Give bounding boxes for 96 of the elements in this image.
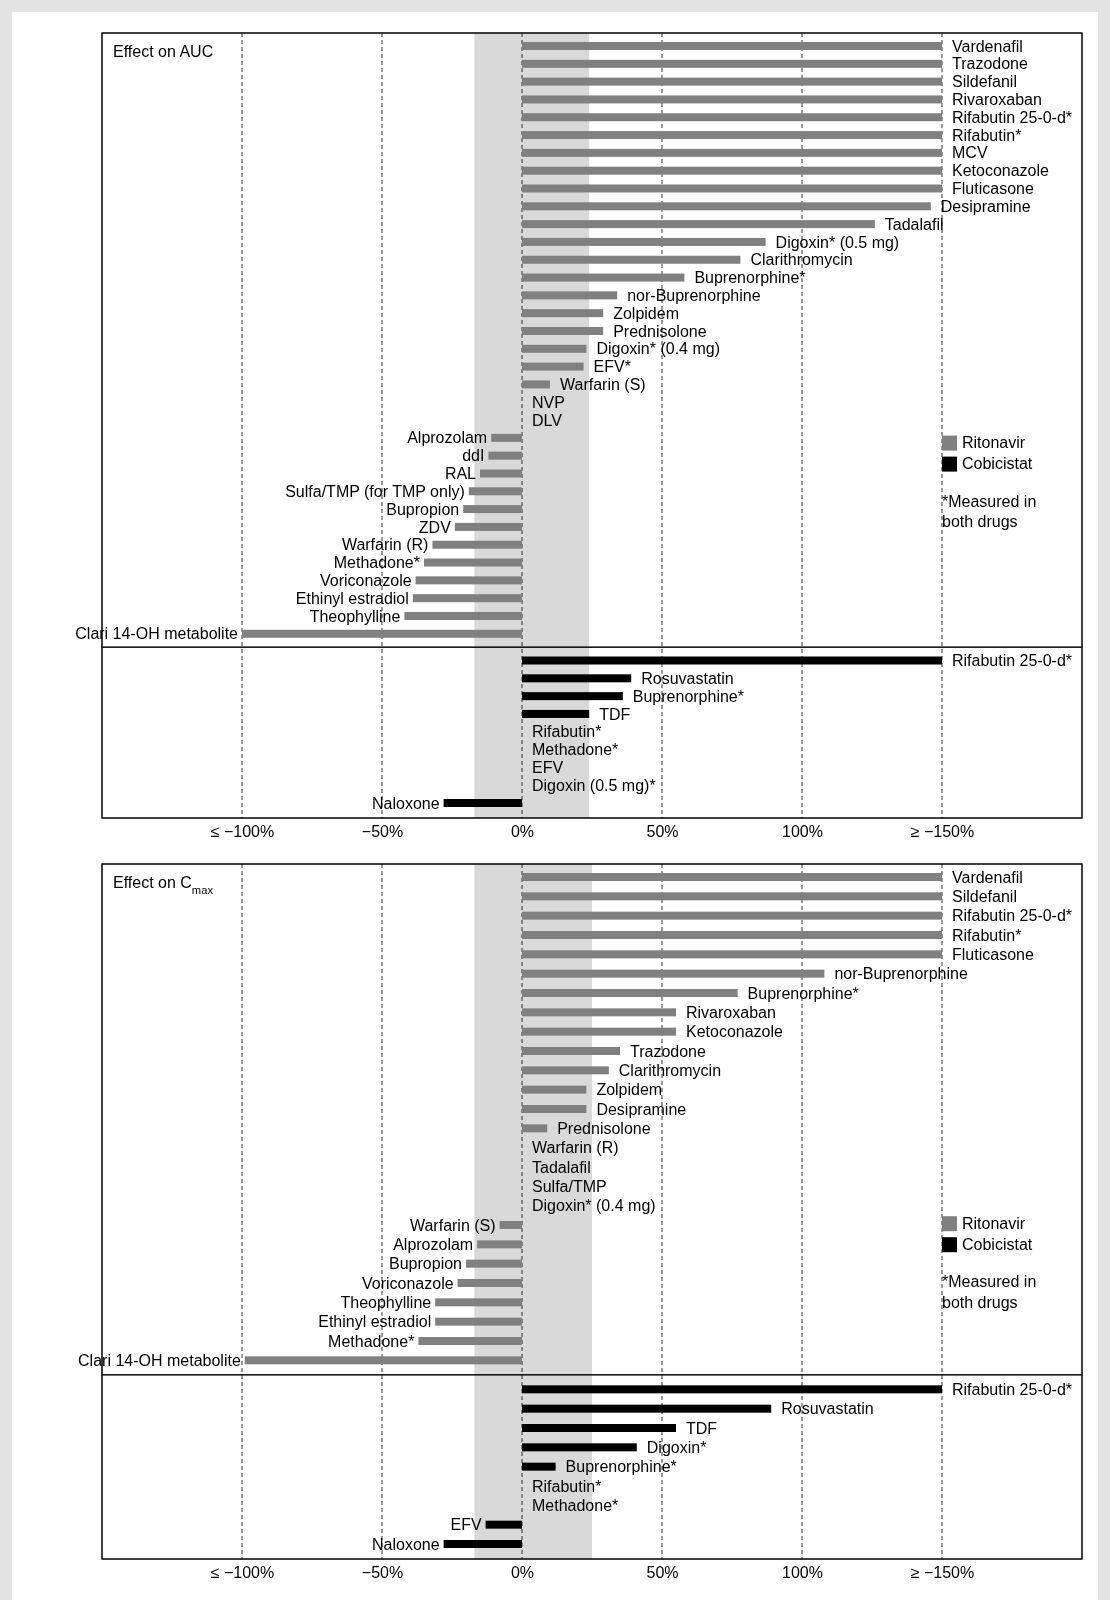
- y-tick-label: Trazodone: [630, 1042, 706, 1060]
- x-tick-label: 100%: [782, 823, 823, 841]
- y-tick-label: Voriconazole: [319, 571, 412, 589]
- y-tick-label: Rifabutin 25-0-d*: [952, 907, 1073, 925]
- y-tick-label: Bupropion: [389, 1255, 462, 1273]
- y-tick-label: Alprozolam: [407, 429, 488, 447]
- y-tick-label: Sulfa/TMP (for TMP only): [285, 482, 465, 500]
- y-tick-label: Fluticasone: [952, 180, 1034, 198]
- x-tick-label: 0%: [510, 823, 535, 841]
- y-tick-label: Rifabutin*: [952, 126, 1022, 144]
- y-tick-label: Rifabutin*: [952, 926, 1022, 944]
- y-tick-label: RAL: [444, 465, 477, 483]
- y-tick-label: Desipramine: [596, 1100, 687, 1118]
- y-tick-label: NVP: [532, 393, 565, 411]
- legend-label: Cobicistat: [962, 1235, 1033, 1253]
- y-tick-label: Alprozolam: [393, 1235, 474, 1253]
- x-tick-label: 50%: [646, 823, 679, 841]
- legend-label: Cobicistat: [962, 455, 1033, 473]
- legend-label: Ritonavir: [962, 434, 1026, 452]
- y-tick-label: Methadone*: [532, 1496, 619, 1514]
- y-tick-label: Clarithromycin: [618, 1061, 722, 1079]
- y-tick-label: Digoxin (0.5 mg)*: [532, 776, 656, 794]
- x-tick-label: 0%: [510, 1564, 535, 1582]
- y-tick-label: Prednisolone: [557, 1119, 651, 1137]
- x-tick-label: −50%: [361, 823, 404, 841]
- y-tick-label: Vardenafil: [952, 37, 1023, 55]
- y-tick-label: Clarithromycin: [750, 251, 853, 269]
- y-tick-label: Tadalafil: [884, 215, 944, 233]
- y-tick-label: Fluticasone: [952, 945, 1034, 963]
- y-tick-label: nor-Buprenorphine: [627, 286, 761, 304]
- y-tick-label: Theophylline: [309, 607, 401, 625]
- y-tick-label: TDF: [599, 705, 631, 723]
- y-tick-label: Warfarin (R): [532, 1139, 619, 1157]
- y-tick-label: MCV: [952, 144, 988, 162]
- x-tick-label: ≤ −100%: [210, 823, 275, 841]
- y-tick-label: Bupropion: [386, 500, 460, 518]
- text: Effect on AUC: [113, 43, 214, 60]
- y-tick-label: Theophylline: [340, 1293, 432, 1311]
- y-tick-label: Rosuvastatin: [781, 1400, 874, 1418]
- y-tick-label: Buprenorphine*: [632, 687, 744, 705]
- y-tick-label: Methadone*: [532, 741, 619, 759]
- y-tick-label: DLV: [532, 411, 563, 429]
- y-tick-label: Rosuvastatin: [641, 669, 734, 687]
- y-tick-label: Rifabutin 25-0-d*: [952, 1380, 1073, 1398]
- x-tick-label: 100%: [782, 1564, 823, 1582]
- y-tick-label: Digoxin* (0.4 mg): [532, 1197, 656, 1215]
- annotation: *Measured in both drugs: [942, 492, 1037, 531]
- y-tick-label: Zolpidem: [613, 304, 680, 322]
- y-tick-label: Ethinyl estradiol: [295, 589, 409, 607]
- y-tick-label: Trazodone: [952, 55, 1028, 73]
- y-tick-label: Buprenorphine*: [565, 1458, 677, 1476]
- x-tick-label: −50%: [361, 1564, 404, 1582]
- y-tick-label: Digoxin* (0.5 mg): [775, 233, 900, 251]
- y-tick-label: EFV: [532, 758, 564, 776]
- y-tick-label: Rivaroxaban: [952, 91, 1042, 109]
- y-tick-label: Buprenorphine*: [747, 984, 859, 1002]
- text: Effect on C$_{max}$: [113, 874, 214, 896]
- y-tick-label: Vardenafil: [952, 868, 1023, 886]
- y-tick-label: EFV: [450, 1516, 482, 1534]
- y-tick-label: Ethinyl estradiol: [318, 1313, 432, 1331]
- y-tick-label: Sildefanil: [952, 887, 1017, 905]
- y-tick-label: Rifabutin*: [532, 723, 602, 741]
- y-tick-label: nor-Buprenorphine: [834, 965, 968, 983]
- y-tick-label: Sulfa/TMP: [532, 1177, 607, 1195]
- y-tick-label: EFV*: [593, 358, 631, 376]
- y-tick-label: Zolpidem: [596, 1081, 663, 1099]
- y-tick-label: Ketoconazole: [686, 1023, 784, 1041]
- y-tick-label: Rifabutin 25-0-d*: [952, 652, 1073, 670]
- y-tick-label: Sildefanil: [952, 73, 1017, 91]
- y-tick-label: Warfarin (S): [560, 376, 646, 394]
- y-tick-label: ddI: [462, 447, 485, 465]
- y-tick-label: Desipramine: [940, 197, 1031, 215]
- x-tick-label: ≥ −150%: [910, 823, 975, 841]
- x-tick-label: ≥ −150%: [910, 1564, 975, 1582]
- y-tick-label: Warfarin (S): [409, 1216, 496, 1234]
- y-tick-label: Rivaroxaban: [686, 1003, 776, 1021]
- y-tick-label: Ketoconazole: [952, 162, 1050, 180]
- y-tick-label: ZDV: [418, 518, 452, 536]
- legend-label: Ritonavir: [962, 1214, 1026, 1232]
- annotation: *Measured in both drugs: [942, 1273, 1037, 1311]
- y-tick-label: Naloxone: [371, 794, 440, 812]
- y-tick-label: Naloxone: [371, 1535, 440, 1553]
- y-tick-label: Prednisolone: [613, 322, 707, 340]
- x-tick-label: 50%: [646, 1564, 679, 1582]
- x-tick-label: ≤ −100%: [210, 1564, 275, 1582]
- y-tick-label: Rifabutin 25-0-d*: [952, 108, 1073, 126]
- y-tick-label: Methadone*: [328, 1332, 415, 1350]
- y-tick-label: TDF: [686, 1419, 718, 1437]
- y-tick-label: Tadalafil: [532, 1158, 591, 1176]
- y-tick-label: Warfarin (R): [341, 536, 429, 554]
- y-tick-label: Methadone*: [333, 554, 420, 572]
- y-tick-label: Rifabutin*: [532, 1477, 602, 1495]
- y-tick-label: Digoxin* (0.4 mg): [596, 340, 721, 358]
- y-tick-label: Buprenorphine*: [694, 269, 806, 287]
- y-tick-label: Voriconazole: [361, 1274, 454, 1292]
- y-tick-label: Digoxin*: [646, 1438, 707, 1456]
